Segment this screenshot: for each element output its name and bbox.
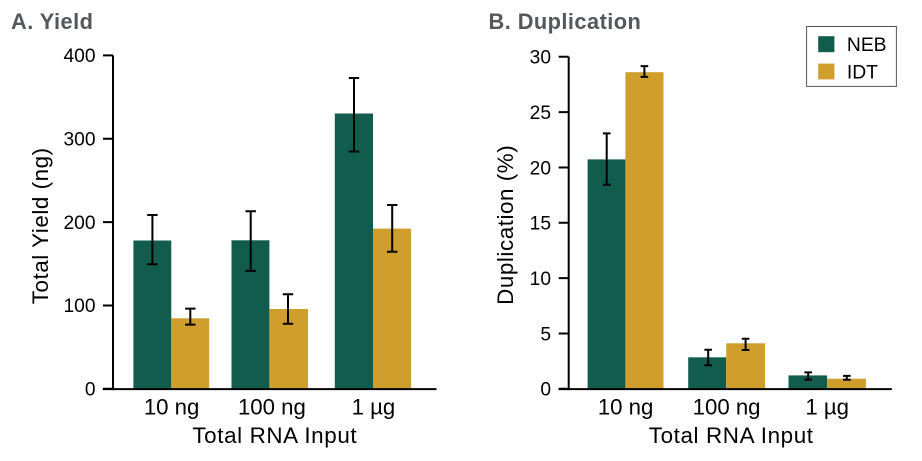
svg-text:300: 300 [63,130,95,151]
svg-text:200: 200 [63,213,95,234]
svg-text:A. Yield: A. Yield [11,9,93,34]
svg-text:Total Yield (ng): Total Yield (ng) [28,147,53,304]
svg-text:NEB: NEB [847,35,887,56]
svg-text:100 ng: 100 ng [693,395,761,420]
svg-text:1 µg: 1 µg [352,395,396,420]
svg-text:0: 0 [85,380,96,401]
svg-text:400: 400 [63,46,95,67]
svg-text:10 ng: 10 ng [144,395,200,420]
svg-text:15: 15 [530,214,551,235]
svg-text:25: 25 [530,103,551,124]
svg-text:20: 20 [530,158,551,179]
svg-text:30: 30 [530,48,551,69]
svg-text:5: 5 [540,324,551,345]
svg-text:IDT: IDT [847,63,878,84]
svg-text:100 ng: 100 ng [238,395,306,420]
svg-text:1 µg: 1 µg [805,395,849,420]
svg-text:Total RNA Input: Total RNA Input [192,423,357,448]
svg-text:Duplication (%): Duplication (%) [493,145,518,305]
svg-text:10: 10 [530,269,551,290]
svg-text:10 ng: 10 ng [598,395,654,420]
svg-text:B. Duplication: B. Duplication [489,9,642,34]
svg-text:0: 0 [540,380,551,401]
svg-text:Total RNA Input: Total RNA Input [649,423,814,448]
svg-text:100: 100 [63,296,95,317]
